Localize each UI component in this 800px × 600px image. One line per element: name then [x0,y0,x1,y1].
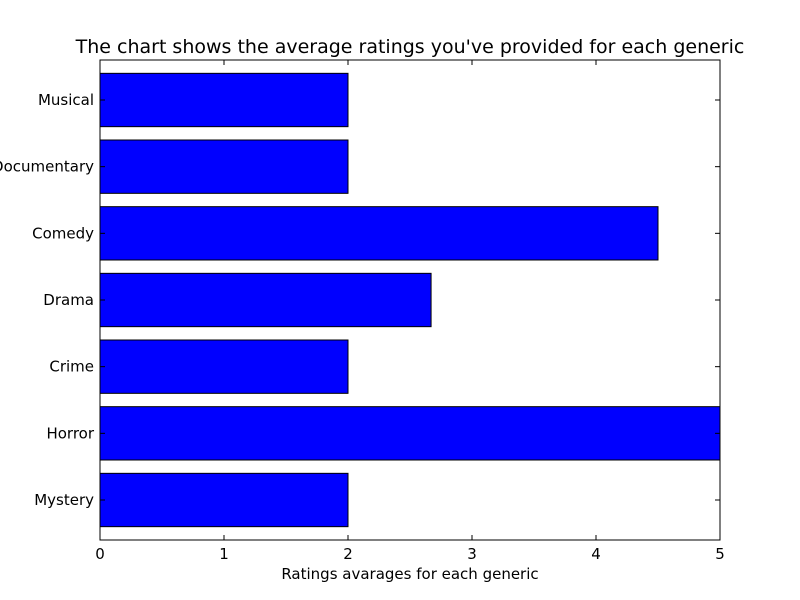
x-tick-label: 3 [467,545,477,563]
bar-drama [99,272,432,328]
y-tick-label: Musical [38,91,94,109]
bar-musical [99,72,349,128]
bar-horror [99,406,721,461]
y-tick-label: Horror [46,424,94,442]
x-axis: 0 1 2 3 4 5 [95,60,725,563]
x-tick-label: 4 [591,545,601,563]
bar-crime [99,339,349,394]
y-tick-label: Mystery [34,491,94,509]
bars-group [99,72,721,528]
bar-documentary [99,139,349,194]
bar-mystery [99,472,349,528]
x-tick-label: 2 [343,545,353,563]
x-tick-label: 5 [715,545,725,563]
y-tick-label: Drama [43,291,94,309]
chart-title: The chart shows the average ratings you'… [75,36,745,58]
y-tick-label: Comedy [32,224,94,242]
x-tick-label: 1 [219,545,229,563]
x-axis-label: Ratings avarages for each generic [281,565,538,583]
y-tick-label: Documentary [0,158,94,176]
y-tick-label: Crime [49,358,94,376]
bar-comedy [99,206,659,261]
x-tick-label: 0 [95,545,105,563]
y-axis: Mystery Horror Crime Drama Comedy Documentary… [0,91,720,509]
